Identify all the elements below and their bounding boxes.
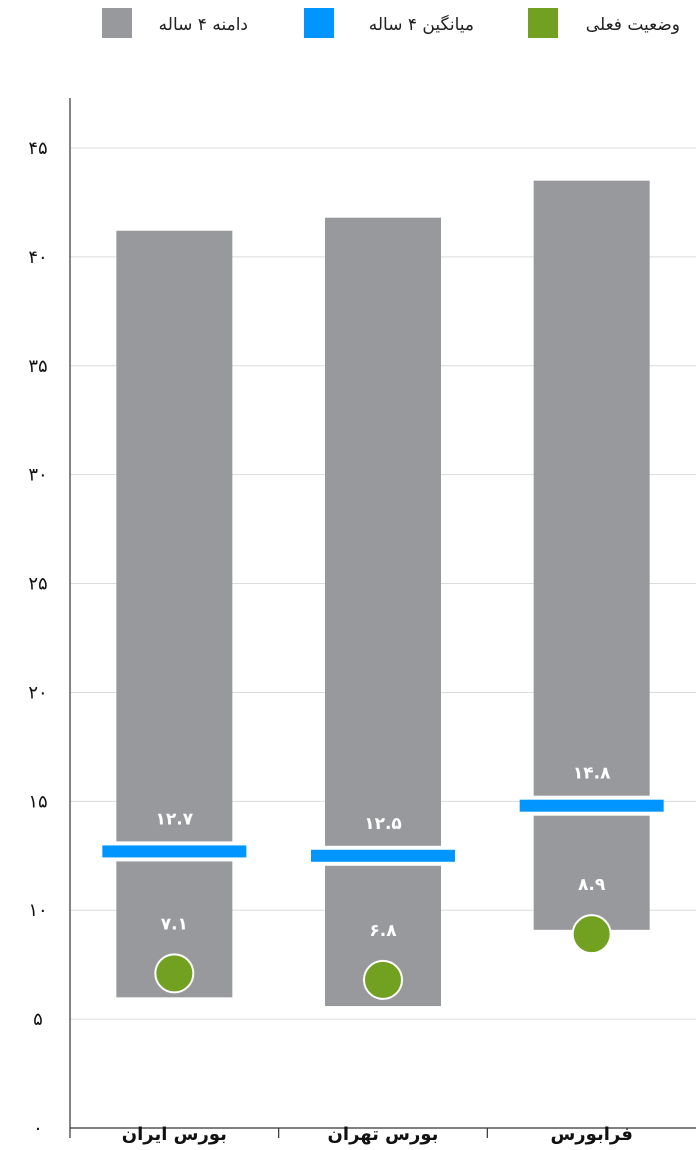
average-markers: ۱۴.۸ ۱۲.۵ ۱۲.۷ (102, 764, 664, 866)
y-tick-label: ۳۵ (28, 356, 47, 377)
range-bar (533, 180, 650, 930)
y-tick-label: ۴۰ (28, 247, 47, 268)
category-label: فرابورس (550, 1124, 632, 1145)
legend: وضعیت فعلی میانگین ۴ ساله دامنه ۴ ساله (102, 8, 680, 38)
y-tick-label: ۳۰ (28, 465, 47, 486)
y-tick-label: ۱۰ (28, 900, 47, 921)
average-marker (519, 799, 664, 812)
legend-swatch-current (528, 8, 558, 38)
average-marker (311, 849, 455, 862)
current-dot (363, 959, 403, 1000)
current-dot (154, 953, 195, 994)
current-label: ۸.۹ (578, 875, 606, 895)
category-label: بورس ایران (122, 1124, 227, 1145)
y-tick-label: ۴۵ (28, 138, 47, 159)
y-tick-label: ۵ (33, 1009, 43, 1030)
x-ticks (69, 1128, 488, 1138)
y-tick-label: ۰ (33, 1118, 43, 1139)
legend-label-range: دامنه ۴ ساله (159, 15, 248, 35)
average-label: ۱۴.۸ (573, 764, 611, 784)
current-dot (571, 914, 612, 955)
average-marker (102, 845, 247, 858)
legend-swatch-average (304, 8, 334, 38)
average-label: ۱۲.۵ (364, 814, 402, 834)
y-tick-label: ۲۵ (28, 574, 47, 595)
y-tick-label: ۱۵ (28, 791, 47, 812)
y-tick-labels: ۰ ۵ ۱۰ ۱۵ ۲۰ ۲۵ ۳۰ ۳۵ ۴۰ ۴۵ (28, 138, 47, 1139)
range-bars (116, 180, 650, 1007)
legend-label-average: میانگین ۴ ساله (369, 14, 474, 35)
category-label: بورس تهران (328, 1124, 439, 1145)
current-label: ۷.۱ (161, 914, 188, 934)
legend-label-current: وضعیت فعلی (586, 15, 680, 35)
legend-swatch-range (102, 8, 132, 38)
average-label: ۱۲.۷ (156, 809, 194, 829)
current-label: ۶.۸ (369, 921, 397, 941)
y-tick-label: ۲۰ (28, 682, 47, 703)
current-markers: ۸.۹ ۶.۸ ۷.۱ (154, 875, 612, 1000)
range-bar (325, 217, 441, 1007)
category-labels: فرابورس بورس تهران بورس ایران (122, 1124, 633, 1145)
range-bar (116, 230, 233, 998)
